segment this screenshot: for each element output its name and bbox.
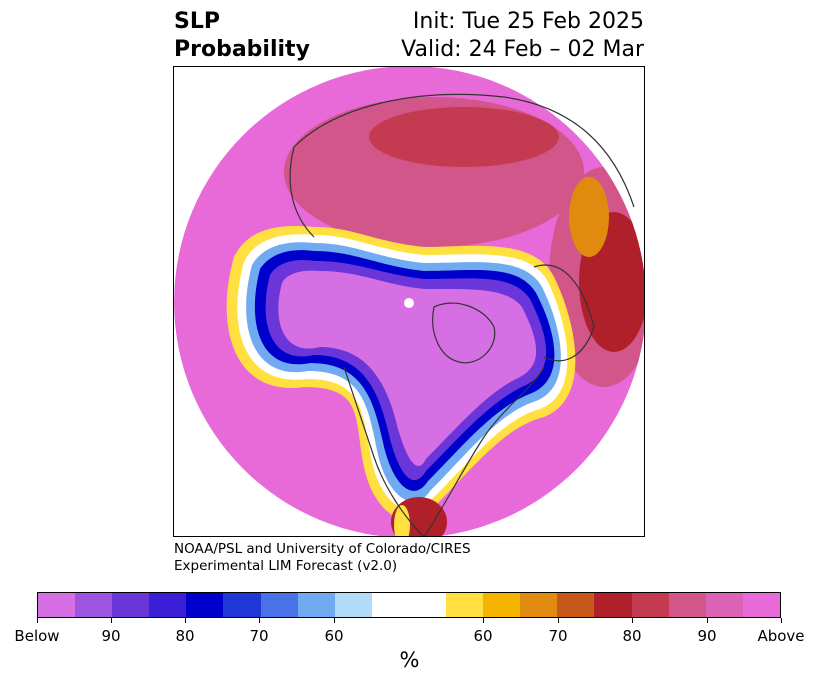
probability-map: [174, 67, 644, 536]
colorbar: [37, 592, 781, 618]
forecast-dates: Init: Tue 25 Feb 2025 Valid: 24 Feb – 02…: [401, 8, 644, 64]
colorbar-unit: %: [399, 648, 420, 672]
colorbar-segment: [297, 593, 335, 617]
colorbar-segment: [371, 593, 447, 617]
colorbar-tick-label: 80: [175, 627, 195, 645]
colorbar-segment: [149, 593, 187, 617]
title-variable: SLP: [174, 9, 220, 34]
valid-range: Valid: 24 Feb – 02 Mar: [401, 37, 644, 62]
europe-outline: [533, 264, 595, 362]
init-date: Init: Tue 25 Feb 2025: [412, 9, 644, 34]
colorbar-tick-mark: [334, 618, 335, 623]
colorbar-segment: [260, 593, 298, 617]
colorbar-segment: [112, 593, 150, 617]
colorbar-segment: [483, 593, 521, 617]
eurasia-outline: [289, 93, 635, 238]
colorbar-segment: [594, 593, 632, 617]
colorbar-segment: [446, 593, 484, 617]
colorbar-segment: [557, 593, 595, 617]
colorbar-tick-mark: [558, 618, 559, 623]
colorbar-segment: [38, 593, 76, 617]
colorbar-tick-mark: [259, 618, 260, 623]
colorbar-tick-label: 60: [473, 627, 493, 645]
north-pole-marker: [404, 298, 414, 308]
colorbar-tick-mark: [781, 618, 782, 623]
coastlines: [289, 93, 635, 536]
colorbar-tick-label: Above: [757, 627, 805, 645]
colorbar-tick-mark: [632, 618, 633, 623]
north-america-outline: [343, 366, 545, 536]
colorbar-tick-label: Below: [14, 627, 60, 645]
colorbar-segment: [334, 593, 372, 617]
credit-line-2: Experimental LIM Forecast (v2.0): [174, 558, 398, 574]
colorbar-segment: [631, 593, 669, 617]
colorbar-segment: [668, 593, 706, 617]
colorbar-tick-label: 90: [101, 627, 121, 645]
colorbar-segment: [705, 593, 743, 617]
colorbar-tick-mark: [483, 618, 484, 623]
eurasia-above-core: [369, 107, 559, 167]
probability-field: [174, 67, 644, 536]
greenland-outline: [432, 302, 496, 364]
colorbar-tick-label: 80: [622, 627, 642, 645]
colorbar-tick-mark: [185, 618, 186, 623]
colorbar-segment: [520, 593, 558, 617]
colorbar-tick-mark: [37, 618, 38, 623]
colorbar-segment: [742, 593, 780, 617]
credit-line-1: NOAA/PSL and University of Colorado/CIRE…: [174, 541, 471, 557]
data-credit: NOAA/PSL and University of Colorado/CIRE…: [174, 541, 471, 575]
colorbar-segment: [186, 593, 224, 617]
colorbar-tick-label: 70: [548, 627, 568, 645]
colorbar-segment: [75, 593, 113, 617]
colorbar-tick-label: 90: [697, 627, 717, 645]
colorbar-tick-label: 70: [249, 627, 269, 645]
title-type: Probability: [174, 37, 310, 62]
south-yellow-patch: [394, 505, 410, 536]
map-panel: [173, 66, 645, 537]
colorbar-tick-mark: [111, 618, 112, 623]
colorbar-tick-mark: [707, 618, 708, 623]
colorbar-segment: [223, 593, 261, 617]
map-title: SLP Probability: [174, 8, 310, 64]
colorbar-tick-label: 60: [324, 627, 344, 645]
below-core-pink: [278, 270, 537, 467]
europe-above-edge: [569, 177, 609, 257]
